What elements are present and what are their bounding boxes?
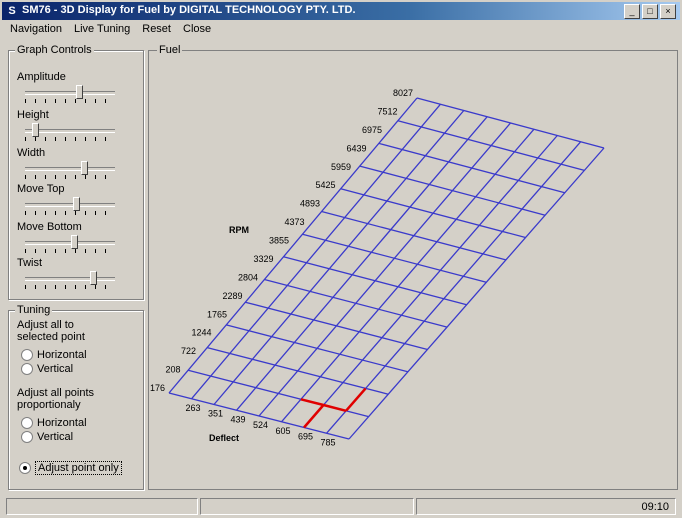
adjust-point-only-radio[interactable]: Adjust point only (19, 461, 122, 475)
deflect-tick-label: 351 (208, 409, 223, 419)
selected-point-marker (345, 387, 367, 412)
rpm-tick-label: 3329 (253, 254, 273, 264)
rpm-tick-label: 208 (165, 365, 180, 375)
grid-col-line (348, 147, 605, 440)
slider-thumb[interactable] (76, 85, 83, 99)
slider-thumb[interactable] (73, 197, 80, 211)
tuning-title: Tuning (15, 304, 53, 316)
width-label: Width (17, 147, 46, 159)
twist-slider[interactable] (25, 271, 115, 291)
amplitude-slider[interactable] (25, 85, 115, 105)
deflect-axis-label: Deflect (209, 433, 239, 443)
rpm-tick-label: 2289 (222, 291, 242, 301)
rpm-tick-label: 176 (150, 383, 165, 393)
maximize-icon[interactable]: □ (642, 4, 658, 19)
app-icon[interactable]: S (8, 5, 16, 17)
status-panel-3: 09:10 (416, 498, 676, 515)
grid-col-line (281, 128, 535, 423)
slider-thumb[interactable] (90, 271, 97, 285)
grid-col-line (191, 103, 441, 400)
move-top-label: Move Top (17, 183, 65, 195)
fuel-title: Fuel (157, 44, 183, 56)
menu-live-tuning[interactable]: Live Tuning (73, 23, 131, 35)
selected-point-marker (300, 398, 324, 407)
selected-point-marker (303, 404, 325, 429)
graph-controls-group: Graph Controls Amplitude Height Width Mo… (8, 44, 144, 300)
rpm-tick-label: 6975 (362, 125, 382, 135)
window-title: SM76 - 3D Display for Fuel by DIGITAL TE… (22, 4, 356, 16)
rpm-tick-label: 722 (181, 346, 196, 356)
slider-thumb[interactable] (71, 235, 78, 249)
deflect-tick-label: 785 (321, 437, 336, 447)
status-time: 09:10 (641, 501, 669, 513)
deflect-tick-label: 439 (231, 414, 246, 424)
rpm-tick-label: 3855 (269, 236, 289, 246)
deflect-tick-label: 263 (186, 403, 201, 413)
fuel-plot-group: Fuel 176 208 722 1244 1765 2289 2804 3329 3855 43… (148, 44, 678, 490)
menu-reset[interactable]: Reset (142, 23, 171, 35)
rpm-tick-label: 4893 (300, 199, 320, 209)
rpm-tick-label: 5959 (331, 162, 351, 172)
slider-thumb[interactable] (81, 161, 88, 175)
minimize-icon[interactable]: _ (624, 4, 640, 19)
rpm-tick-label: 1244 (191, 328, 211, 338)
rpm-tick-label: 7512 (377, 106, 397, 116)
slider-thumb[interactable] (32, 123, 39, 137)
grid-col-line (168, 97, 418, 394)
selected-vertical-radio[interactable]: Vertical (21, 363, 73, 375)
rpm-tick-label: 1765 (207, 309, 227, 319)
amplitude-label: Amplitude (17, 71, 66, 83)
title-bar[interactable]: S SM76 - 3D Display for Fuel by DIGITAL … (2, 2, 680, 20)
grid-col-line (213, 110, 465, 405)
rpm-tick-label: 5425 (315, 180, 335, 190)
move-bottom-slider[interactable] (25, 235, 115, 255)
deflect-tick-label: 605 (276, 426, 291, 436)
twist-label: Twist (17, 257, 43, 269)
status-bar: 09:10 (2, 495, 680, 516)
selected-horizontal-radio[interactable]: Horizontal (21, 349, 87, 361)
prop-horizontal-radio[interactable]: Horizontal (21, 417, 87, 429)
menu-navigation[interactable]: Navigation (10, 23, 62, 35)
width-slider[interactable] (25, 161, 115, 181)
prop-vertical-radio[interactable]: Vertical (21, 431, 73, 443)
grid-col-line (258, 122, 511, 417)
height-label: Height (17, 109, 49, 121)
adjust-all-prop-label: Adjust all points proportionaly (17, 387, 95, 411)
grid-col-line (303, 135, 558, 428)
status-panel-2 (200, 498, 414, 515)
rpm-axis-label: RPM (229, 225, 249, 235)
selected-point-marker (323, 403, 347, 413)
graph-controls-title: Graph Controls (15, 44, 94, 56)
grid-col-line (236, 116, 488, 411)
deflect-tick-label: 524 (253, 420, 268, 430)
move-top-slider[interactable] (25, 197, 115, 217)
status-panel-1 (6, 498, 198, 515)
rpm-tick-label: 6439 (346, 143, 366, 153)
rpm-tick-label: 4373 (284, 217, 304, 227)
adjust-all-selected-label: Adjust all to selected point (17, 319, 85, 343)
rpm-tick-label: 2804 (238, 272, 258, 282)
tuning-group: Tuning Adjust all to selected point Hori… (8, 304, 144, 490)
menu-close[interactable]: Close (183, 23, 212, 35)
deflect-tick-label: 695 (298, 432, 313, 442)
rpm-tick-label: 8027 (393, 88, 413, 98)
move-bottom-label: Move Bottom (17, 221, 82, 233)
grid-col-line (326, 141, 582, 434)
menu-bar: Navigation Live Tuning Reset Close (2, 21, 680, 38)
close-icon[interactable]: × (660, 4, 676, 19)
height-slider[interactable] (25, 123, 115, 143)
